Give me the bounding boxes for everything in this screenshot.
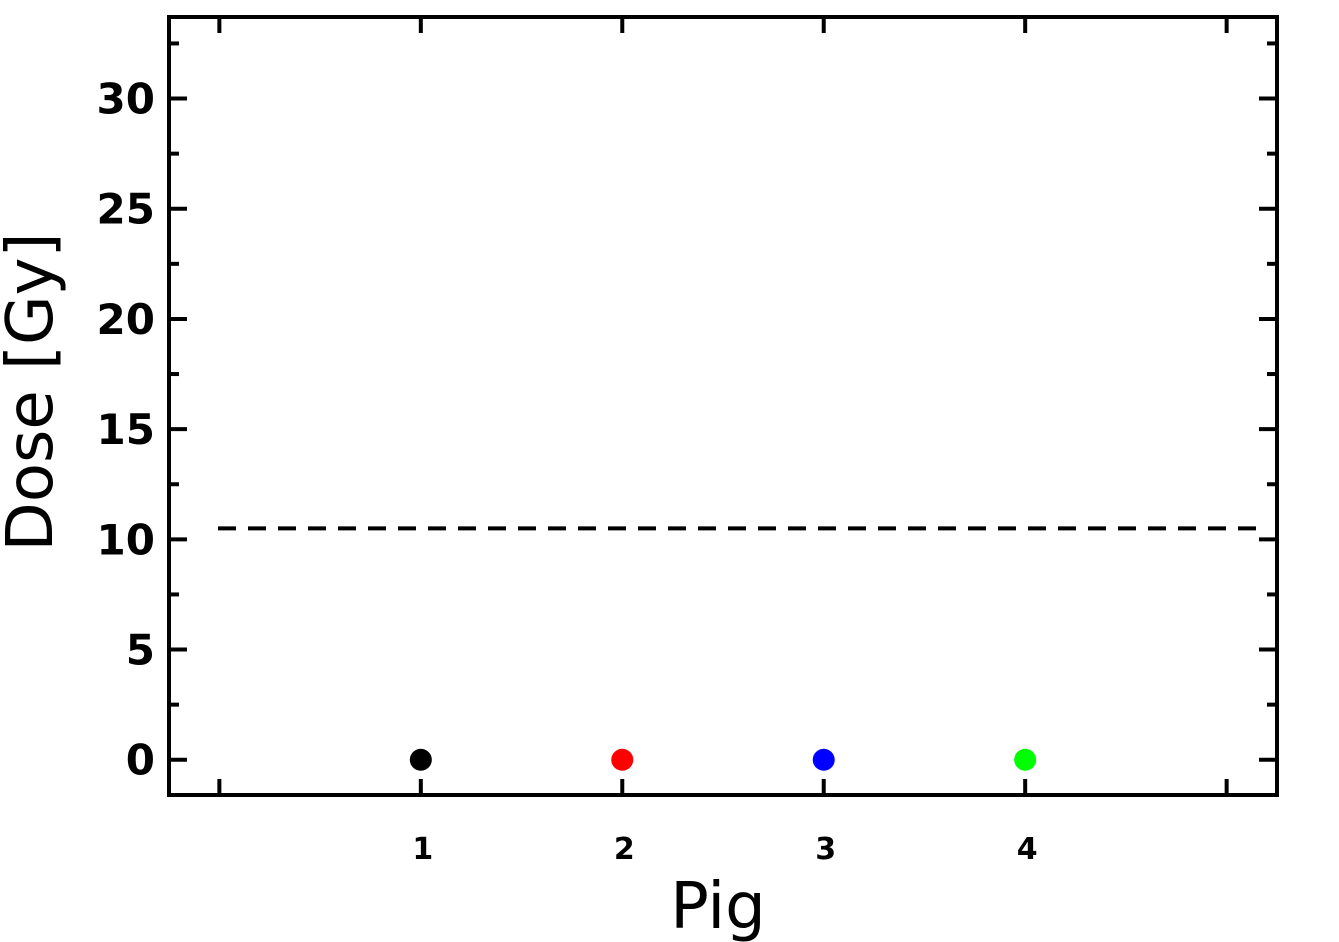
y-tick-label: 15 xyxy=(97,405,155,454)
x-tick-label: 4 xyxy=(1017,832,1038,867)
data-point xyxy=(409,748,432,771)
x-axis-ticks: 1 2 3 4 xyxy=(217,17,1229,867)
data-point xyxy=(812,748,835,771)
y-tick-label: 10 xyxy=(97,515,155,564)
y-axis-title: Dose [Gy] xyxy=(0,233,68,552)
x-axis-title: Pig xyxy=(670,870,766,942)
x-tick-label: 1 xyxy=(412,832,433,867)
y-tick-label: 25 xyxy=(97,185,155,234)
y-tick-label: 20 xyxy=(97,295,155,344)
x-tick-label: 2 xyxy=(614,832,635,867)
y-tick-label: 5 xyxy=(126,626,155,675)
x-tick-label: 3 xyxy=(815,832,836,867)
y-axis-ticks: 0 5 10 15 20 25 30 xyxy=(97,41,1277,785)
plot-frame xyxy=(167,15,1279,797)
y-tick-label: 30 xyxy=(97,75,155,124)
data-points xyxy=(409,748,1037,771)
data-point xyxy=(1014,748,1037,771)
data-point xyxy=(611,748,634,771)
y-tick-label: 0 xyxy=(126,736,155,785)
